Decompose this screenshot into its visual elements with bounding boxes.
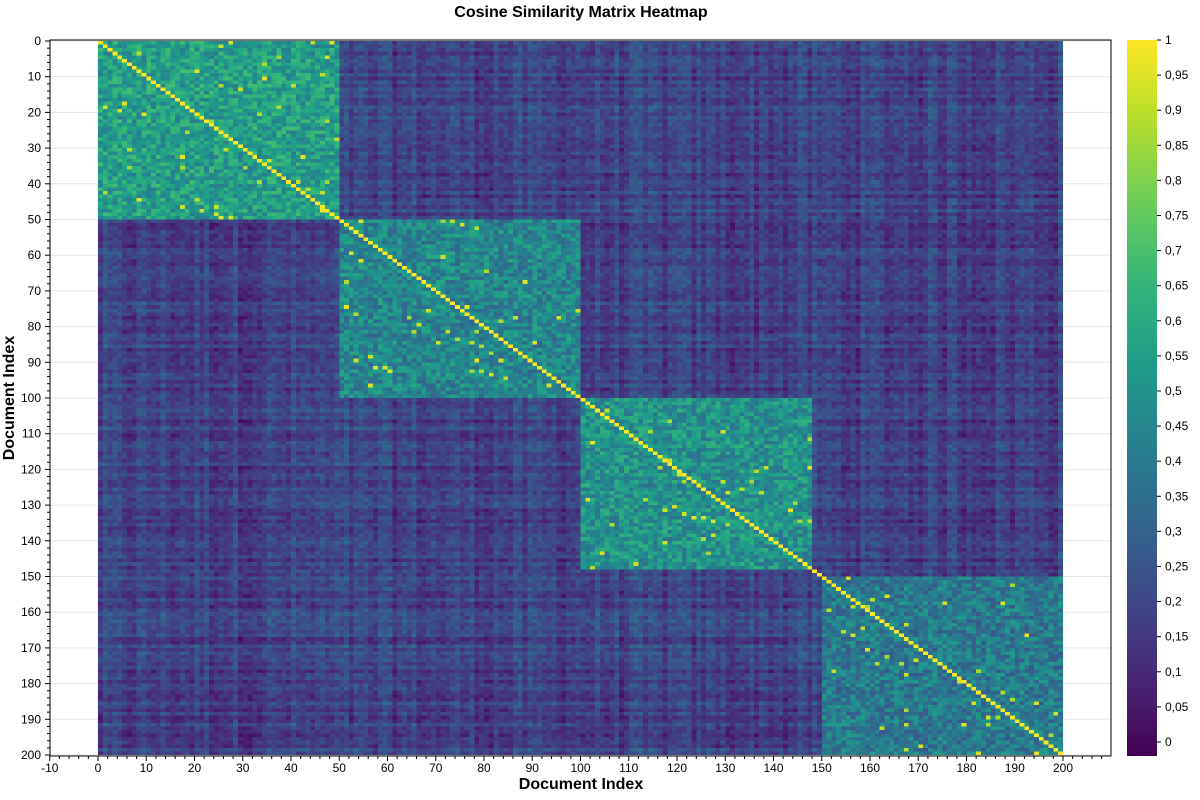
y-tick-label: 170 bbox=[21, 641, 41, 655]
y-tick-label: 10 bbox=[28, 70, 42, 84]
y-tick-label: 90 bbox=[28, 355, 42, 369]
y-tick-label: 110 bbox=[22, 427, 41, 441]
y-tick-label: 30 bbox=[28, 141, 42, 155]
x-tick-label: 0 bbox=[95, 761, 102, 775]
colorbar-tick-label: 0,3 bbox=[1165, 524, 1182, 538]
colorbar-tick-label: 0,65 bbox=[1165, 279, 1189, 293]
y-tick-label: 160 bbox=[21, 605, 41, 619]
x-tick-label: 50 bbox=[333, 761, 347, 775]
y-tick-label: 140 bbox=[21, 534, 41, 548]
colorbar-tick-label: 0,9 bbox=[1165, 103, 1182, 117]
colorbar-tick-label: 0,7 bbox=[1165, 244, 1182, 258]
y-axis-title: Document Index bbox=[1, 336, 18, 461]
y-tick-label: 0 bbox=[34, 34, 41, 48]
x-tick-label: 150 bbox=[812, 761, 832, 775]
colorbar-tick-label: 0,95 bbox=[1165, 68, 1189, 82]
y-axis: 0 10 20 30 40 50 60 70 80 90 100 110 120 130 140 150 160… bbox=[21, 34, 50, 762]
y-tick-label: 70 bbox=[28, 284, 42, 298]
colorbar-tick-label: 0,45 bbox=[1165, 419, 1189, 433]
x-tick-label: 200 bbox=[1053, 761, 1073, 775]
colorbar-tick-label: 0,2 bbox=[1165, 595, 1182, 609]
y-tick-label: 40 bbox=[28, 177, 42, 191]
x-tick-label: 40 bbox=[284, 761, 298, 775]
y-tick-label: 20 bbox=[28, 105, 42, 119]
x-tick-label: 100 bbox=[570, 761, 590, 775]
x-tick-label: 60 bbox=[381, 761, 395, 775]
y-tick-label: 200 bbox=[21, 748, 41, 762]
colorbar-tick-label: 0,6 bbox=[1165, 314, 1182, 328]
x-tick-label: -10 bbox=[41, 761, 59, 775]
x-tick-label: 140 bbox=[763, 761, 783, 775]
colorbar-tick-label: 0,4 bbox=[1165, 454, 1182, 468]
x-tick-label: 80 bbox=[477, 761, 491, 775]
colorbar-tick-label: 0,5 bbox=[1165, 384, 1182, 398]
y-tick-label: 190 bbox=[21, 712, 41, 726]
y-tick-label: 60 bbox=[28, 248, 42, 262]
colorbar-tick-label: 0,1 bbox=[1165, 665, 1182, 679]
colorbar-tick-label: 0,25 bbox=[1165, 559, 1189, 573]
x-tick-label: 160 bbox=[860, 761, 880, 775]
y-tick-label: 180 bbox=[21, 677, 41, 691]
x-axis-title: Document Index bbox=[519, 776, 644, 793]
x-tick-label: 180 bbox=[956, 761, 976, 775]
colorbar-ticks: 0 0,05 0,1 0,15 0,2 0,25 0,3 0,35 0,4 0,45 0,5 0,55… bbox=[1157, 33, 1189, 749]
colorbar-tick-label: 0,05 bbox=[1165, 700, 1189, 714]
colorbar-tick-label: 0 bbox=[1165, 735, 1172, 749]
y-tick-label: 120 bbox=[21, 462, 41, 476]
x-axis: -10 0 10 20 30 40 50 60 70 80 90 100 110 120 130 140 150… bbox=[41, 756, 1103, 775]
y-tick-label: 100 bbox=[21, 391, 41, 405]
x-tick-label: 120 bbox=[667, 761, 687, 775]
colorbar-gradient bbox=[1127, 40, 1157, 756]
colorbar-tick-label: 0,8 bbox=[1165, 173, 1182, 187]
colorbar: 0 0,05 0,1 0,15 0,2 0,25 0,3 0,35 0,4 0,45 0,5 0,55… bbox=[1127, 33, 1189, 756]
chart-title: Cosine Similarity Matrix Heatmap bbox=[454, 4, 708, 21]
y-tick-label: 50 bbox=[28, 213, 42, 227]
x-tick-label: 30 bbox=[236, 761, 250, 775]
colorbar-tick-label: 0,35 bbox=[1165, 489, 1189, 503]
x-tick-label: 190 bbox=[1005, 761, 1025, 775]
x-tick-label: 170 bbox=[908, 761, 928, 775]
y-tick-label: 150 bbox=[21, 570, 41, 584]
colorbar-tick-label: 0,15 bbox=[1165, 630, 1189, 644]
y-tick-label: 130 bbox=[21, 498, 41, 512]
heatmap-cells bbox=[98, 41, 1063, 755]
x-tick-label: 20 bbox=[188, 761, 202, 775]
colorbar-tick-label: 0,55 bbox=[1165, 349, 1189, 363]
x-tick-label: 70 bbox=[429, 761, 443, 775]
colorbar-tick-label: 0,75 bbox=[1165, 208, 1189, 222]
colorbar-tick-label: 1 bbox=[1165, 33, 1172, 47]
x-tick-label: 110 bbox=[619, 761, 638, 775]
colorbar-tick-label: 0,85 bbox=[1165, 138, 1189, 152]
y-tick-label: 80 bbox=[28, 320, 42, 334]
x-tick-label: 90 bbox=[526, 761, 540, 775]
x-tick-label: 10 bbox=[140, 761, 154, 775]
x-tick-label: 130 bbox=[715, 761, 735, 775]
